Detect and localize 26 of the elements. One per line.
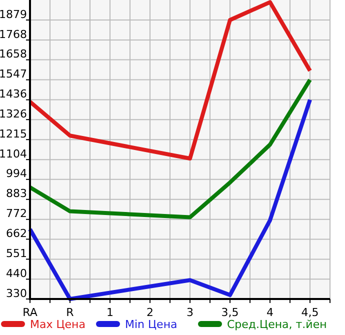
y-tick-label: 883: [6, 187, 27, 200]
legend-label: Сред.Цена, т.йен: [227, 318, 327, 331]
x-tick-label: 4,5: [301, 306, 319, 319]
y-tick-label: 440: [6, 266, 27, 280]
y-tick-label: 1658: [0, 48, 27, 61]
y-tick-label: 1326: [0, 107, 27, 120]
x-tick-label: 3: [186, 306, 194, 319]
x-tick-label: 2: [146, 306, 154, 319]
y-tick-label: 1547: [0, 68, 27, 81]
legend-label: Min Цена: [125, 318, 178, 331]
y-tick-label: 551: [6, 246, 27, 260]
legend-label: Max Цена: [30, 318, 86, 331]
y-tick-label: 1215: [0, 127, 27, 140]
y-tick-label: 330: [6, 286, 27, 300]
x-tick-label: R: [66, 306, 74, 319]
y-tick-label: 1104: [0, 147, 27, 160]
y-tick-label: 662: [6, 227, 27, 240]
y-tick-label: 1768: [0, 28, 27, 41]
y-tick-label: 994: [6, 167, 27, 180]
x-tick-label: 4: [266, 306, 274, 319]
x-tick-label: 3,5: [221, 306, 239, 319]
y-tick-label: 1436: [0, 88, 27, 101]
y-tick-label: 1879: [0, 8, 27, 21]
x-tick-label: 1: [106, 306, 114, 319]
x-tick-label: RA: [22, 306, 38, 319]
y-tick-label: 772: [6, 207, 27, 220]
